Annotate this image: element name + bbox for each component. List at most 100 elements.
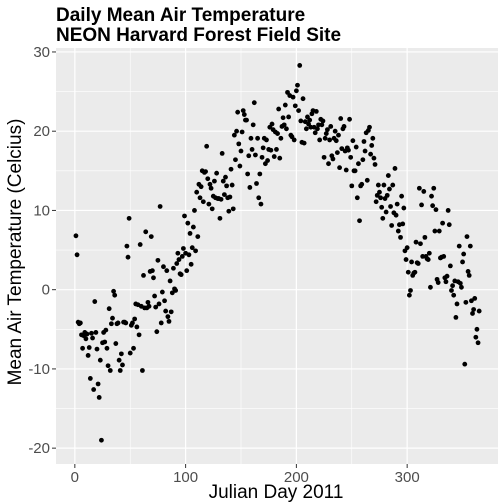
- data-point: [255, 135, 261, 141]
- data-point: [239, 129, 245, 135]
- data-point: [321, 154, 327, 160]
- data-point: [206, 201, 212, 207]
- data-point: [84, 331, 90, 337]
- data-point: [330, 156, 336, 162]
- y-tick-label: 20: [33, 123, 50, 140]
- data-point: [87, 376, 93, 381]
- data-point: [247, 185, 253, 190]
- data-point: [277, 155, 283, 161]
- data-point: [433, 207, 439, 213]
- data-point: [149, 268, 155, 274]
- data-point: [373, 199, 379, 205]
- data-point: [357, 218, 362, 224]
- data-point: [400, 221, 406, 227]
- data-point: [106, 306, 112, 312]
- data-point: [404, 245, 410, 251]
- data-point: [204, 143, 210, 149]
- data-point: [253, 152, 258, 158]
- data-point: [466, 273, 472, 278]
- data-point: [218, 196, 224, 202]
- data-point: [278, 135, 284, 141]
- data-point: [336, 132, 341, 138]
- data-point: [175, 250, 181, 256]
- data-point: [275, 131, 280, 136]
- data-point: [148, 234, 154, 239]
- data-point: [256, 195, 262, 201]
- data-point: [284, 126, 289, 132]
- data-point: [418, 241, 423, 247]
- data-point: [259, 154, 265, 160]
- data-point: [474, 326, 480, 332]
- data-point: [157, 204, 163, 209]
- data-point: [105, 363, 111, 369]
- data-point: [350, 138, 356, 144]
- data-point: [409, 259, 414, 265]
- data-point: [110, 315, 115, 321]
- data-point: [467, 243, 473, 249]
- data-point: [454, 301, 460, 307]
- data-point: [464, 234, 470, 239]
- data-point: [113, 341, 119, 346]
- data-point: [227, 194, 233, 200]
- data-point: [99, 437, 104, 443]
- data-point: [343, 167, 349, 173]
- data-point: [163, 308, 169, 314]
- data-point: [300, 96, 306, 102]
- data-point: [205, 176, 211, 182]
- data-point: [231, 132, 237, 138]
- data-point: [268, 147, 274, 153]
- data-point: [416, 185, 422, 191]
- data-point: [146, 303, 152, 309]
- data-point: [104, 345, 110, 351]
- data-point: [401, 205, 407, 211]
- x-axis-title: Julian Day 2011: [209, 482, 344, 503]
- data-point: [200, 199, 206, 205]
- data-point: [443, 279, 449, 285]
- data-point: [463, 299, 469, 305]
- y-tick-label: -20: [28, 440, 50, 457]
- data-point: [153, 304, 159, 310]
- data-point: [83, 336, 89, 342]
- x-tick-label: 200: [284, 469, 309, 486]
- data-point: [372, 162, 378, 167]
- data-point: [182, 213, 187, 219]
- data-point: [415, 261, 421, 266]
- data-point: [408, 288, 413, 293]
- chart-subtitle: NEON Harvard Forest Field Site: [56, 25, 341, 46]
- data-point: [96, 395, 102, 400]
- data-point: [307, 117, 313, 123]
- data-point: [103, 327, 109, 333]
- data-point: [171, 265, 176, 271]
- data-point: [405, 269, 411, 275]
- data-point: [369, 143, 375, 148]
- data-point: [435, 280, 441, 285]
- data-point: [165, 314, 171, 320]
- chart-title: Daily Mean Air Temperature: [56, 5, 305, 26]
- data-point: [189, 245, 195, 251]
- x-axis-ticks: 0 100 200 300: [71, 464, 420, 486]
- data-point: [428, 284, 433, 290]
- data-point: [107, 368, 113, 373]
- data-point: [359, 181, 365, 187]
- data-point: [214, 170, 220, 176]
- data-point: [236, 141, 242, 147]
- data-point: [169, 290, 175, 296]
- data-point: [228, 166, 234, 172]
- data-point: [136, 332, 142, 338]
- data-point: [385, 173, 391, 178]
- data-point: [73, 233, 79, 239]
- data-point: [152, 293, 157, 299]
- data-point: [158, 320, 164, 326]
- data-point: [368, 151, 374, 157]
- data-point: [161, 264, 166, 270]
- data-point: [446, 222, 452, 228]
- data-point: [430, 203, 436, 209]
- data-point: [325, 127, 330, 133]
- data-point: [221, 192, 227, 197]
- data-point: [333, 138, 339, 144]
- data-point: [282, 102, 288, 108]
- data-point: [425, 257, 431, 262]
- data-point: [399, 193, 405, 199]
- data-point: [176, 257, 182, 262]
- data-point: [319, 122, 325, 128]
